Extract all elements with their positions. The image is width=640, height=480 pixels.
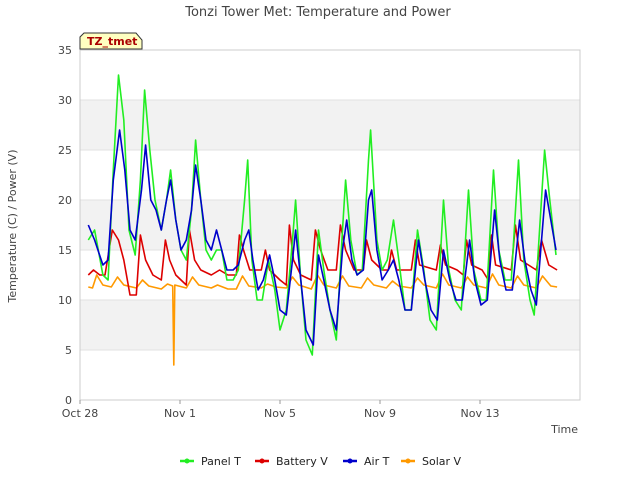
y-tick-label: 20	[58, 194, 72, 207]
plot-frame	[79, 49, 581, 401]
y-tick-label: 0	[65, 394, 72, 407]
legend-marker	[259, 458, 265, 464]
badge-label: TZ_tmet	[87, 35, 137, 48]
grid-band	[80, 50, 580, 100]
legend-label: Air T	[364, 455, 390, 468]
y-tick-label: 25	[58, 144, 72, 157]
chart-title: Tonzi Tower Met: Temperature and Power	[184, 5, 451, 20]
x-tick-label: Oct 28	[62, 407, 99, 420]
grid-band	[80, 150, 580, 200]
y-tick-label: 35	[58, 44, 72, 57]
grid-band	[80, 250, 580, 300]
y-tick-label: 10	[58, 294, 72, 307]
x-tick-label: Nov 13	[461, 407, 500, 420]
grid-band	[80, 350, 580, 400]
badge-shape	[79, 32, 143, 50]
series-line-air-t	[87, 129, 557, 346]
legend-label: Battery V	[276, 455, 328, 468]
y-tick-label: 5	[65, 344, 72, 357]
legend-label: Solar V	[422, 455, 462, 468]
x-axis: Oct 28 Nov 1 Nov 5 Nov 9 Nov 13	[62, 400, 500, 420]
x-tick-label: Nov 5	[264, 407, 296, 420]
series-line-battery-v	[87, 224, 558, 296]
legend-label: Panel T	[201, 455, 241, 468]
x-tick-label: Nov 9	[364, 407, 396, 420]
x-tick-label: Nov 1	[164, 407, 196, 420]
legend: Panel T Battery V Air T Solar V	[180, 455, 462, 468]
legend-marker	[405, 458, 411, 464]
series-line-solar-v	[88, 273, 558, 366]
legend-marker	[184, 458, 190, 464]
x-axis-label: Time	[550, 423, 578, 436]
series-lines	[87, 74, 558, 366]
station-badge: TZ_tmet	[79, 32, 143, 50]
grid-band	[80, 100, 580, 150]
y-tick-label: 30	[58, 94, 72, 107]
y-axis: 0 5 10 15 20 25 30 35	[58, 44, 72, 407]
legend-marker	[347, 458, 353, 464]
plot-background	[80, 49, 580, 401]
y-tick-label: 15	[58, 244, 72, 257]
y-axis-label: Temperature (C) / Power (V)	[6, 149, 19, 303]
